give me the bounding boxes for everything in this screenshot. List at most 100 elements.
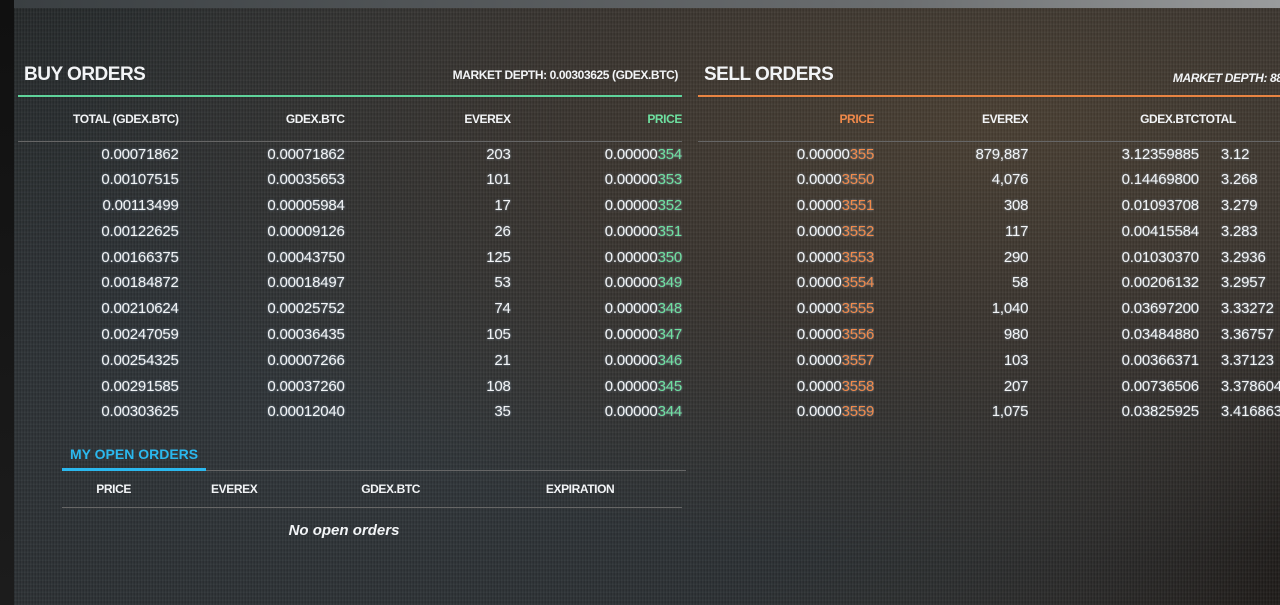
sell-cell: 3.416863 xyxy=(1220,403,1280,421)
buy-cell: 0.00247059 xyxy=(101,325,179,343)
col-everex[interactable]: EVEREX xyxy=(165,471,304,508)
sell-cell: 4,076 xyxy=(991,171,1029,189)
sell-cell: 308 xyxy=(1003,196,1029,214)
price-prefix: 0.00000 xyxy=(604,222,658,240)
sell-cell: 0.03697200 xyxy=(1121,300,1199,318)
open-orders-panel: MY OPEN ORDERS PRICE EVEREX GDEX.BTC EXP… xyxy=(62,440,686,539)
col-gdex-btc[interactable]: GDEX.BTC xyxy=(303,471,479,508)
sell-order-row[interactable]: 0.00003551 308 0.01093708 3.279 xyxy=(698,193,1280,219)
buy-order-row[interactable]: 0.00107515 0.00035653 101 0.00000353 xyxy=(18,167,682,193)
price-digits: 345 xyxy=(657,377,683,395)
sell-cell: 117 xyxy=(1004,222,1029,240)
price-digits: 3551 xyxy=(841,196,875,214)
buy-order-row[interactable]: 0.00166375 0.00043750 125 0.00000350 xyxy=(18,244,682,270)
sell-price-cell: 0.00003556 xyxy=(698,322,874,348)
price-prefix: 0.0000 xyxy=(796,325,842,343)
monitor-bezel xyxy=(0,0,14,605)
sell-cell: 879,887 xyxy=(975,145,1029,163)
buy-col-header[interactable]: TOTAL (GDEX.BTC) xyxy=(18,97,179,142)
price-prefix: 0.0000 xyxy=(796,171,842,189)
buy-col-header[interactable]: EVEREX xyxy=(344,97,511,142)
price-digits: 3558 xyxy=(841,377,875,395)
buy-cell: 0.00122625 xyxy=(101,222,179,240)
buy-col-header[interactable]: PRICE xyxy=(510,97,682,142)
buy-order-row[interactable]: 0.00184872 0.00018497 53 0.00000349 xyxy=(18,270,682,296)
buy-price-cell: 0.00000348 xyxy=(511,296,682,322)
price-prefix: 0.0000 xyxy=(796,248,842,266)
col-price[interactable]: PRICE xyxy=(62,471,166,508)
buy-order-row[interactable]: 0.00122625 0.00009126 26 0.00000351 xyxy=(18,218,682,244)
price-prefix: 0.0000 xyxy=(796,403,842,421)
price-prefix: 0.0000 xyxy=(796,274,842,292)
buy-cell: 0.00012040 xyxy=(267,403,345,421)
buy-cell: 0.00107515 xyxy=(101,171,179,189)
buy-cell: 0.00113499 xyxy=(102,196,179,214)
sell-cell: 980 xyxy=(1003,325,1029,343)
sell-order-row[interactable]: 0.00003554 58 0.00206132 3.2957 xyxy=(698,270,1280,296)
price-prefix: 0.0000 xyxy=(796,222,842,240)
buy-order-row[interactable]: 0.00071862 0.00071862 203 0.00000354 xyxy=(18,141,682,167)
sell-order-row[interactable]: 0.00003559 1,075 0.03825925 3.416863 xyxy=(698,399,1280,425)
sell-orders-table: PRICE EVEREX GDEX.BTC TOTAL 0.00000355 879,8… xyxy=(698,97,1280,425)
price-prefix: 0.00000 xyxy=(604,274,658,292)
sell-cell: 3.268 xyxy=(1220,171,1258,189)
sell-cell: 3.283 xyxy=(1220,222,1258,240)
buy-orders-table: TOTAL (GDEX.BTC) GDEX.BTC EVEREX PRICE 0.00… xyxy=(18,97,682,425)
price-prefix: 0.00000 xyxy=(604,325,658,343)
price-prefix: 0.0000 xyxy=(796,196,842,214)
sell-price-cell: 0.00003552 xyxy=(698,218,874,244)
price-digits: 3556 xyxy=(841,325,875,343)
sell-col-header[interactable]: EVEREX xyxy=(874,97,1029,142)
sell-order-row[interactable]: 0.00000355 879,887 3.12359885 3.12 xyxy=(698,141,1280,167)
sell-order-row[interactable]: 0.00003553 290 0.01030370 3.2936 xyxy=(698,244,1280,270)
price-digits: 3553 xyxy=(841,248,875,266)
buy-order-row[interactable]: 0.00210624 0.00025752 74 0.00000348 xyxy=(18,296,682,322)
buy-cell: 0.00035653 xyxy=(267,171,345,189)
sell-order-row[interactable]: 0.00003558 207 0.00736506 3.378604 xyxy=(698,373,1280,399)
sell-col-header[interactable]: TOTAL xyxy=(1198,97,1280,142)
price-prefix: 0.00000 xyxy=(604,377,658,395)
sell-cell: 3.378604 xyxy=(1220,377,1280,395)
buy-order-row[interactable]: 0.00247059 0.00036435 105 0.00000347 xyxy=(18,322,682,348)
buy-orders-title: BUY ORDERS xyxy=(24,64,146,85)
sell-col-header[interactable]: GDEX.BTC xyxy=(1028,97,1199,142)
sell-order-row[interactable]: 0.00003555 1,040 0.03697200 3.33272 xyxy=(698,296,1280,322)
buy-price-cell: 0.00000347 xyxy=(511,322,682,348)
sell-order-row[interactable]: 0.00003557 103 0.00366371 3.37123 xyxy=(698,347,1280,373)
price-prefix: 0.00000 xyxy=(604,171,658,189)
price-digits: 346 xyxy=(657,351,683,369)
buy-price-cell: 0.00000346 xyxy=(511,347,682,373)
sell-order-row[interactable]: 0.00003552 117 0.00415584 3.283 xyxy=(698,218,1280,244)
sell-cell: 3.2936 xyxy=(1220,248,1266,266)
buy-price-cell: 0.00000353 xyxy=(511,167,682,193)
buy-cell: 0.00291585 xyxy=(101,377,179,395)
buy-cell: 108 xyxy=(486,377,511,395)
sell-cell: 3.33272 xyxy=(1220,300,1274,318)
sell-cell: 1,040 xyxy=(991,300,1029,318)
buy-order-row[interactable]: 0.00303625 0.00012040 35 0.00000344 xyxy=(18,399,682,425)
no-open-orders-message: No open orders xyxy=(288,521,400,539)
sell-order-row[interactable]: 0.00003556 980 0.03484880 3.36757 xyxy=(698,322,1280,348)
sell-cell: 58 xyxy=(1011,274,1029,292)
price-digits: 349 xyxy=(657,274,683,292)
buy-price-cell: 0.00000354 xyxy=(511,141,682,167)
buy-cell: 26 xyxy=(494,222,511,240)
sell-col-header[interactable]: PRICE xyxy=(698,97,875,142)
buy-order-row[interactable]: 0.00291585 0.00037260 108 0.00000345 xyxy=(18,373,682,399)
buy-order-row[interactable]: 0.00113499 0.00005984 17 0.00000352 xyxy=(18,193,683,219)
price-prefix: 0.00000 xyxy=(604,351,658,369)
sell-order-row[interactable]: 0.00003550 4,076 0.14469800 3.268 xyxy=(698,167,1280,193)
price-digits: 348 xyxy=(657,300,683,318)
price-prefix: 0.00000 xyxy=(604,248,658,266)
price-digits: 347 xyxy=(657,325,683,343)
buy-col-header[interactable]: GDEX.BTC xyxy=(178,97,345,142)
price-prefix: 0.0000 xyxy=(796,351,842,369)
tab-my-open-orders[interactable]: MY OPEN ORDERS xyxy=(62,440,207,471)
sell-cell: 0.00736506 xyxy=(1121,377,1199,395)
buy-cell: 105 xyxy=(486,325,511,343)
sell-price-cell: 0.00003558 xyxy=(698,373,874,399)
sell-price-cell: 0.00003559 xyxy=(698,399,874,425)
col-expiration[interactable]: EXPIRATION xyxy=(478,471,682,508)
buy-order-row[interactable]: 0.00254325 0.00007266 21 0.00000346 xyxy=(18,347,682,373)
price-prefix: 0.0000 xyxy=(796,377,842,395)
